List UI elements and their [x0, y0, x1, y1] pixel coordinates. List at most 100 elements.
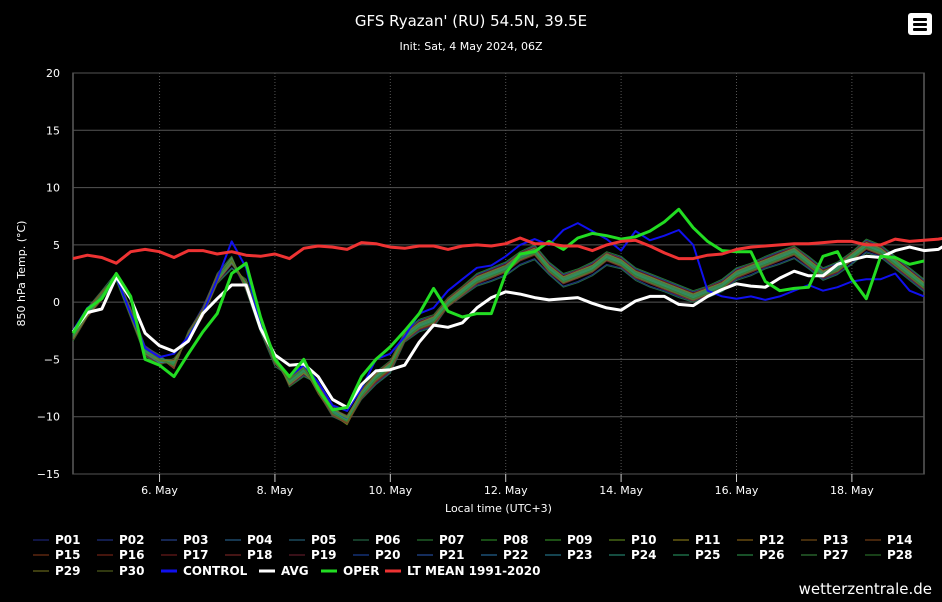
- legend-item-p10[interactable]: P10: [609, 533, 657, 547]
- legend-label: LT MEAN 1991-2020: [407, 564, 540, 578]
- x-axis-title: Local time (UTC+3): [445, 502, 552, 515]
- legend-label: P27: [823, 548, 849, 562]
- legend-label: CONTROL: [183, 564, 248, 578]
- legend-label: P15: [55, 548, 81, 562]
- legend-item-p06[interactable]: P06: [353, 533, 401, 547]
- legend-label: P03: [183, 533, 209, 547]
- legend-label: P17: [183, 548, 209, 562]
- legend-item-p20[interactable]: P20: [353, 548, 401, 562]
- legend-item-p01[interactable]: P01: [33, 533, 81, 547]
- legend-item-p27[interactable]: P27: [801, 548, 849, 562]
- chart-title: GFS Ryazan' (RU) 54.5N, 39.5E: [354, 12, 588, 30]
- y-tick-label: −15: [37, 468, 60, 481]
- legend-label: P24: [631, 548, 657, 562]
- legend-item-p15[interactable]: P15: [33, 548, 81, 562]
- legend-item-p03[interactable]: P03: [161, 533, 209, 547]
- plot-frame: [72, 72, 925, 475]
- y-axis-title: 850 hPa Temp. (°C): [15, 221, 28, 327]
- legend-item-p18[interactable]: P18: [225, 548, 273, 562]
- legend-label: P29: [55, 564, 81, 578]
- x-tick-label: 10. May: [368, 484, 412, 497]
- legend-item-p07[interactable]: P07: [417, 533, 465, 547]
- y-tick-label: −10: [37, 411, 60, 424]
- y-tick-label: −5: [44, 353, 60, 366]
- watermark: wetterzentrale.de: [798, 580, 932, 598]
- series-line-oper: [71, 207, 925, 412]
- legend-label: P05: [311, 533, 337, 547]
- legend-item-p21[interactable]: P21: [417, 548, 465, 562]
- y-tick-label: 0: [53, 296, 60, 309]
- legend-label: OPER: [343, 564, 379, 578]
- series-line-p27: [72, 243, 925, 418]
- axes: 20 15 10 5 0 −5 −10 −15 6. May 8. May 10. May 12. M…: [15, 67, 874, 515]
- x-tick-label: 18. May: [830, 484, 874, 497]
- legend-item-lt-mean-1991-2020[interactable]: LT MEAN 1991-2020: [385, 564, 540, 578]
- legend-label: P07: [439, 533, 465, 547]
- legend-label: P10: [631, 533, 657, 547]
- legend-label: P19: [311, 548, 337, 562]
- legend-item-oper[interactable]: OPER: [321, 564, 379, 578]
- legend-item-p04[interactable]: P04: [225, 533, 273, 547]
- legend-label: P21: [439, 548, 465, 562]
- legend-item-p29[interactable]: P29: [33, 564, 81, 578]
- legend-item-p24[interactable]: P24: [609, 548, 657, 562]
- legend-label: P14: [887, 533, 913, 547]
- legend-label: P30: [119, 564, 145, 578]
- legend-item-p22[interactable]: P22: [481, 548, 529, 562]
- legend-item-p08[interactable]: P08: [481, 533, 529, 547]
- legend-item-p30[interactable]: P30: [97, 564, 145, 578]
- legend-item-p09[interactable]: P09: [545, 533, 593, 547]
- series-line-p30: [72, 247, 925, 423]
- legend-label: P20: [375, 548, 401, 562]
- hamburger-menu-icon[interactable]: [908, 13, 932, 35]
- x-tick-label: 16. May: [715, 484, 759, 497]
- legend-label: P01: [55, 533, 81, 547]
- legend-item-p11[interactable]: P11: [673, 533, 721, 547]
- y-tick-label: 5: [53, 239, 60, 252]
- x-tick-label: 14. May: [599, 484, 643, 497]
- legend-item-p26[interactable]: P26: [737, 548, 785, 562]
- legend-label: P22: [503, 548, 529, 562]
- y-tick-label: 10: [46, 182, 60, 195]
- legend-item-p14[interactable]: P14: [865, 533, 913, 547]
- legend-label: P09: [567, 533, 593, 547]
- series-line-control: [72, 222, 925, 412]
- legend-item-p05[interactable]: P05: [289, 533, 337, 547]
- x-tick-label: 6. May: [141, 484, 178, 497]
- legend-item-p25[interactable]: P25: [673, 548, 721, 562]
- legend-item-p12[interactable]: P12: [737, 533, 785, 547]
- series-line-p29: [72, 242, 925, 419]
- legend-item-avg[interactable]: AVG: [259, 564, 309, 578]
- legend-label: P16: [119, 548, 145, 562]
- legend-label: P06: [375, 533, 401, 547]
- legend-item-p16[interactable]: P16: [97, 548, 145, 562]
- series-layer: [71, 207, 942, 426]
- series-line-avg: [71, 245, 942, 409]
- legend-label: P08: [503, 533, 529, 547]
- menu-bar: [913, 28, 927, 31]
- legend-label: P11: [695, 533, 721, 547]
- legend-label: P25: [695, 548, 721, 562]
- series-line-p06: [72, 252, 925, 425]
- legend-item-p23[interactable]: P23: [545, 548, 593, 562]
- y-tick-label: 15: [46, 124, 60, 137]
- legend-label: P26: [759, 548, 785, 562]
- legend-label: P18: [247, 548, 273, 562]
- menu-bar: [913, 23, 927, 26]
- legend-item-control[interactable]: CONTROL: [161, 564, 248, 578]
- series-line-lt-mean-1991-2020: [72, 236, 942, 265]
- legend-item-p17[interactable]: P17: [161, 548, 209, 562]
- legend-label: P12: [759, 533, 785, 547]
- legend-item-p02[interactable]: P02: [97, 533, 145, 547]
- legend-label: P23: [567, 548, 593, 562]
- x-tick-label: 12. May: [484, 484, 528, 497]
- legend-label: P02: [119, 533, 145, 547]
- legend-label: AVG: [281, 564, 309, 578]
- legend-item-p19[interactable]: P19: [289, 548, 337, 562]
- legend-item-p13[interactable]: P13: [801, 533, 849, 547]
- chart-subtitle: Init: Sat, 4 May 2024, 06Z: [399, 40, 543, 53]
- menu-bar: [913, 18, 927, 21]
- legend-label: P13: [823, 533, 849, 547]
- legend-item-p28[interactable]: P28: [865, 548, 913, 562]
